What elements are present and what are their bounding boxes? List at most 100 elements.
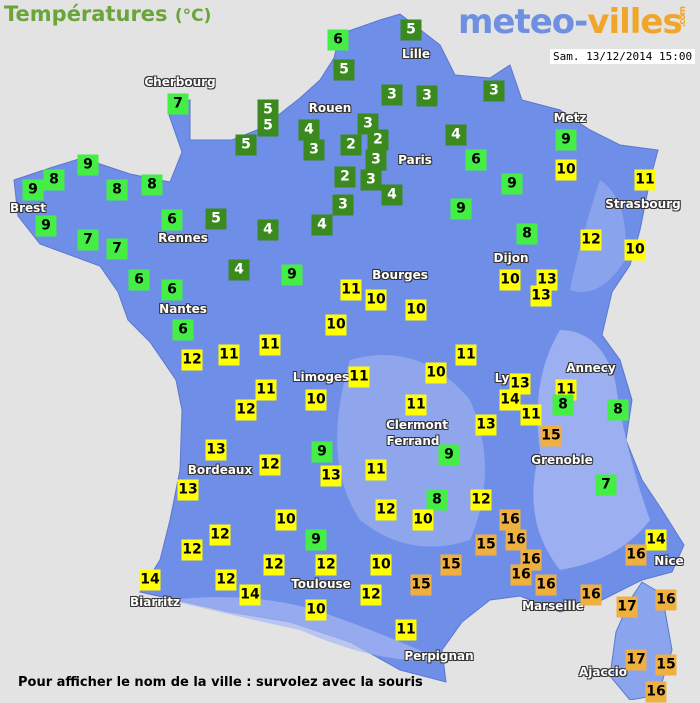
temperature-marker[interactable]: 11 (255, 379, 277, 401)
temperature-marker[interactable]: 8 (141, 174, 163, 196)
temperature-marker[interactable]: 5 (235, 134, 257, 156)
temperature-marker[interactable]: 12 (215, 569, 237, 591)
temperature-marker[interactable]: 8 (106, 179, 128, 201)
temperature-marker[interactable]: 14 (499, 389, 521, 411)
temperature-marker[interactable]: 12 (375, 499, 397, 521)
temperature-marker[interactable]: 8 (552, 394, 574, 416)
temperature-marker[interactable]: 10 (555, 159, 577, 181)
temperature-marker[interactable]: 2 (367, 129, 389, 151)
temperature-marker[interactable]: 3 (365, 149, 387, 171)
temperature-marker[interactable]: 14 (139, 569, 161, 591)
temperature-marker[interactable]: 13 (530, 285, 552, 307)
temperature-marker[interactable]: 15 (655, 654, 677, 676)
temperature-marker[interactable]: 5 (333, 59, 355, 81)
temperature-marker[interactable]: 2 (340, 134, 362, 156)
temperature-marker[interactable]: 16 (655, 589, 677, 611)
temperature-marker[interactable]: 8 (43, 169, 65, 191)
temperature-marker[interactable]: 13 (509, 373, 531, 395)
temperature-marker[interactable]: 8 (516, 223, 538, 245)
temperature-marker[interactable]: 11 (259, 334, 281, 356)
temperature-marker[interactable]: 11 (365, 459, 387, 481)
temperature-marker[interactable]: 11 (634, 169, 656, 191)
temperature-marker[interactable]: 6 (161, 209, 183, 231)
temperature-marker[interactable]: 5 (205, 208, 227, 230)
temperature-marker[interactable]: 16 (505, 529, 527, 551)
temperature-marker[interactable]: 8 (607, 399, 629, 421)
temperature-marker[interactable]: 5 (400, 19, 422, 41)
temperature-marker[interactable]: 13 (536, 269, 558, 291)
temperature-marker[interactable]: 10 (624, 239, 646, 261)
temperature-marker[interactable]: 11 (395, 619, 417, 641)
temperature-marker[interactable]: 3 (332, 194, 354, 216)
temperature-marker[interactable]: 12 (181, 539, 203, 561)
temperature-marker[interactable]: 17 (616, 596, 638, 618)
temperature-marker[interactable]: 15 (475, 534, 497, 556)
temperature-marker[interactable]: 3 (416, 85, 438, 107)
temperature-marker[interactable]: 12 (181, 349, 203, 371)
temperature-marker[interactable]: 4 (298, 119, 320, 141)
temperature-marker[interactable]: 16 (499, 509, 521, 531)
temperature-marker[interactable]: 6 (128, 269, 150, 291)
temperature-marker[interactable]: 12 (235, 399, 257, 421)
temperature-marker[interactable]: 13 (475, 414, 497, 436)
temperature-marker[interactable]: 10 (499, 269, 521, 291)
temperature-marker[interactable]: 10 (275, 509, 297, 531)
temperature-marker[interactable]: 10 (425, 362, 447, 384)
temperature-marker[interactable]: 16 (510, 564, 532, 586)
temperature-marker[interactable]: 9 (22, 179, 44, 201)
temperature-marker[interactable]: 15 (440, 554, 462, 576)
temperature-marker[interactable]: 9 (501, 173, 523, 195)
temperature-marker[interactable]: 11 (455, 344, 477, 366)
temperature-marker[interactable]: 16 (645, 681, 667, 703)
temperature-marker[interactable]: 3 (303, 139, 325, 161)
temperature-marker[interactable]: 7 (167, 93, 189, 115)
temperature-marker[interactable]: 10 (365, 289, 387, 311)
temperature-marker[interactable]: 10 (412, 509, 434, 531)
temperature-marker[interactable]: 8 (426, 489, 448, 511)
temperature-marker[interactable]: 16 (580, 584, 602, 606)
temperature-marker[interactable]: 4 (311, 214, 333, 236)
temperature-marker[interactable]: 12 (263, 554, 285, 576)
temperature-marker[interactable]: 3 (357, 113, 379, 135)
temperature-marker[interactable]: 13 (205, 439, 227, 461)
meteo-villes-logo[interactable]: meteo-villes .com (458, 2, 689, 42)
temperature-marker[interactable]: 10 (305, 599, 327, 621)
temperature-marker[interactable]: 12 (259, 454, 281, 476)
temperature-marker[interactable]: 3 (360, 169, 382, 191)
temperature-marker[interactable]: 12 (209, 524, 231, 546)
temperature-marker[interactable]: 2 (334, 166, 356, 188)
temperature-marker[interactable]: 11 (218, 344, 240, 366)
temperature-marker[interactable]: 16 (535, 574, 557, 596)
temperature-marker[interactable]: 9 (438, 444, 460, 466)
temperature-marker[interactable]: 6 (172, 319, 194, 341)
temperature-marker[interactable]: 10 (405, 299, 427, 321)
temperature-marker[interactable]: 9 (450, 198, 472, 220)
temperature-marker[interactable]: 5 (257, 115, 279, 137)
temperature-marker[interactable]: 7 (595, 474, 617, 496)
temperature-marker[interactable]: 3 (381, 84, 403, 106)
temperature-marker[interactable]: 12 (315, 554, 337, 576)
temperature-marker[interactable]: 12 (360, 584, 382, 606)
temperature-marker[interactable]: 6 (465, 149, 487, 171)
temperature-marker[interactable]: 7 (106, 238, 128, 260)
temperature-marker[interactable]: 11 (348, 366, 370, 388)
temperature-marker[interactable]: 4 (381, 184, 403, 206)
temperature-marker[interactable]: 12 (580, 229, 602, 251)
temperature-marker[interactable]: 9 (311, 441, 333, 463)
temperature-marker[interactable]: 11 (520, 404, 542, 426)
temperature-marker[interactable]: 6 (327, 29, 349, 51)
temperature-marker[interactable]: 4 (445, 124, 467, 146)
temperature-marker[interactable]: 16 (625, 544, 647, 566)
temperature-marker[interactable]: 17 (625, 649, 647, 671)
temperature-marker[interactable]: 7 (77, 229, 99, 251)
temperature-marker[interactable]: 9 (305, 529, 327, 551)
temperature-marker[interactable]: 14 (645, 529, 667, 551)
temperature-marker[interactable]: 4 (257, 219, 279, 241)
temperature-marker[interactable]: 15 (410, 574, 432, 596)
temperature-marker[interactable]: 9 (281, 264, 303, 286)
temperature-marker[interactable]: 14 (239, 584, 261, 606)
temperature-marker[interactable]: 6 (161, 279, 183, 301)
temperature-marker[interactable]: 10 (325, 314, 347, 336)
temperature-marker[interactable]: 13 (177, 479, 199, 501)
temperature-marker[interactable]: 10 (370, 554, 392, 576)
